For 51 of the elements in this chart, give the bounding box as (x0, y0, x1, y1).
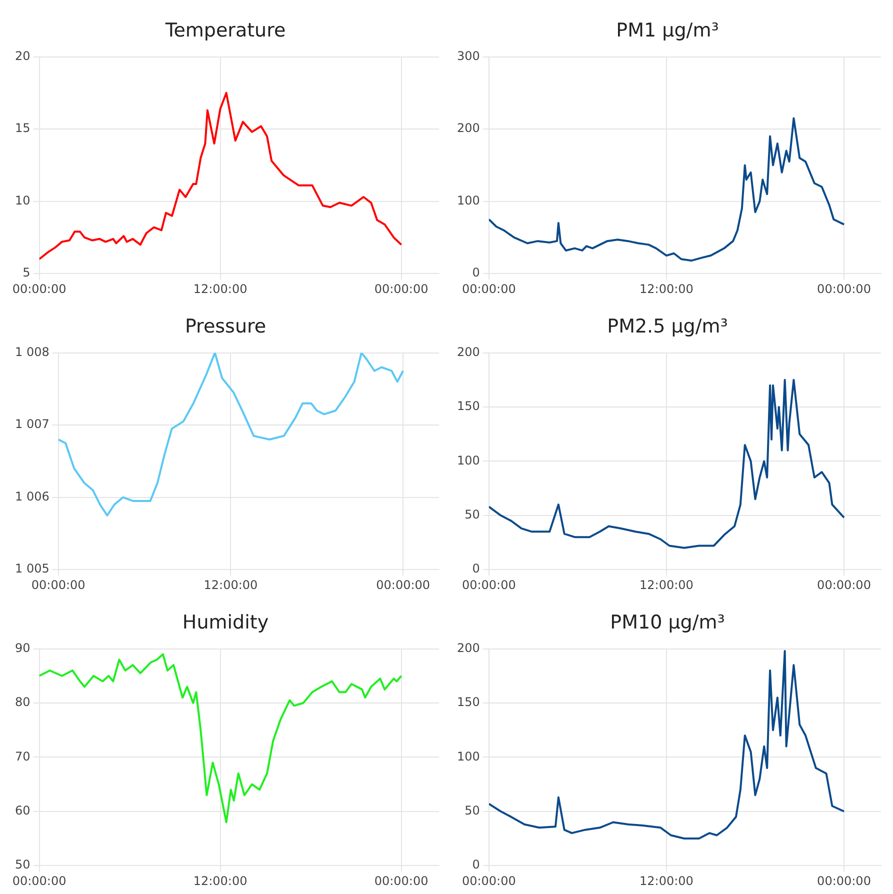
y-tick-label: 15 (14, 121, 30, 136)
chart-title: Pressure (184, 315, 266, 338)
chart-title: Humidity (182, 611, 269, 634)
y-tick-label: 5 (22, 266, 30, 280)
chart-title: PM10 μg/m³ (610, 611, 725, 634)
y-tick-label: 60 (14, 804, 30, 818)
x-tick-label: 00:00:00 (817, 578, 871, 592)
y-tick-label: 0 (472, 266, 480, 280)
y-tick-label: 80 (14, 695, 30, 710)
y-tick-label: 150 (457, 399, 480, 414)
x-tick-label: 00:00:00 (374, 282, 428, 296)
y-tick-label: 1 008 (14, 344, 50, 359)
y-tick-label: 150 (457, 695, 480, 710)
chart-title: Temperature (164, 19, 286, 42)
x-tick-label: 00:00:00 (817, 282, 871, 296)
y-tick-label: 200 (457, 344, 480, 359)
y-tick-label: 50 (464, 804, 480, 818)
y-tick-label: 200 (457, 121, 480, 136)
y-tick-label: 200 (457, 640, 480, 655)
y-tick-label: 0 (472, 562, 480, 576)
x-tick-label: 12:00:00 (204, 578, 258, 592)
x-tick-label: 12:00:00 (193, 282, 248, 296)
y-tick-label: 50 (14, 858, 30, 872)
chart-title: PM2.5 μg/m³ (607, 315, 728, 338)
x-tick-label: 12:00:00 (193, 874, 248, 888)
x-tick-label: 00:00:00 (376, 578, 430, 592)
y-tick-label: 300 (457, 48, 480, 63)
x-tick-label: 00:00:00 (12, 874, 66, 888)
x-tick-label: 00:00:00 (374, 874, 428, 888)
y-tick-label: 0 (472, 858, 480, 872)
x-tick-label: 12:00:00 (640, 874, 694, 888)
y-tick-label: 10 (14, 193, 30, 208)
x-tick-label: 00:00:00 (817, 874, 871, 888)
chart-title: PM1 μg/m³ (616, 19, 719, 42)
x-tick-label: 00:00:00 (12, 282, 66, 296)
y-tick-label: 100 (457, 453, 480, 468)
y-tick-label: 50 (464, 508, 480, 522)
x-tick-label: 12:00:00 (640, 578, 694, 592)
y-tick-label: 1 007 (14, 417, 50, 432)
y-tick-label: 100 (457, 749, 480, 764)
y-tick-label: 1 006 (14, 489, 50, 504)
y-tick-label: 90 (14, 640, 30, 655)
x-tick-label: 00:00:00 (462, 874, 516, 888)
x-tick-label: 00:00:00 (462, 578, 516, 592)
x-tick-label: 12:00:00 (640, 282, 694, 296)
x-tick-label: 00:00:00 (31, 578, 86, 592)
y-tick-label: 100 (457, 193, 480, 208)
y-tick-label: 70 (14, 749, 30, 764)
y-tick-label: 1 005 (14, 562, 50, 576)
y-tick-label: 20 (14, 48, 30, 63)
x-tick-label: 00:00:00 (462, 282, 516, 296)
